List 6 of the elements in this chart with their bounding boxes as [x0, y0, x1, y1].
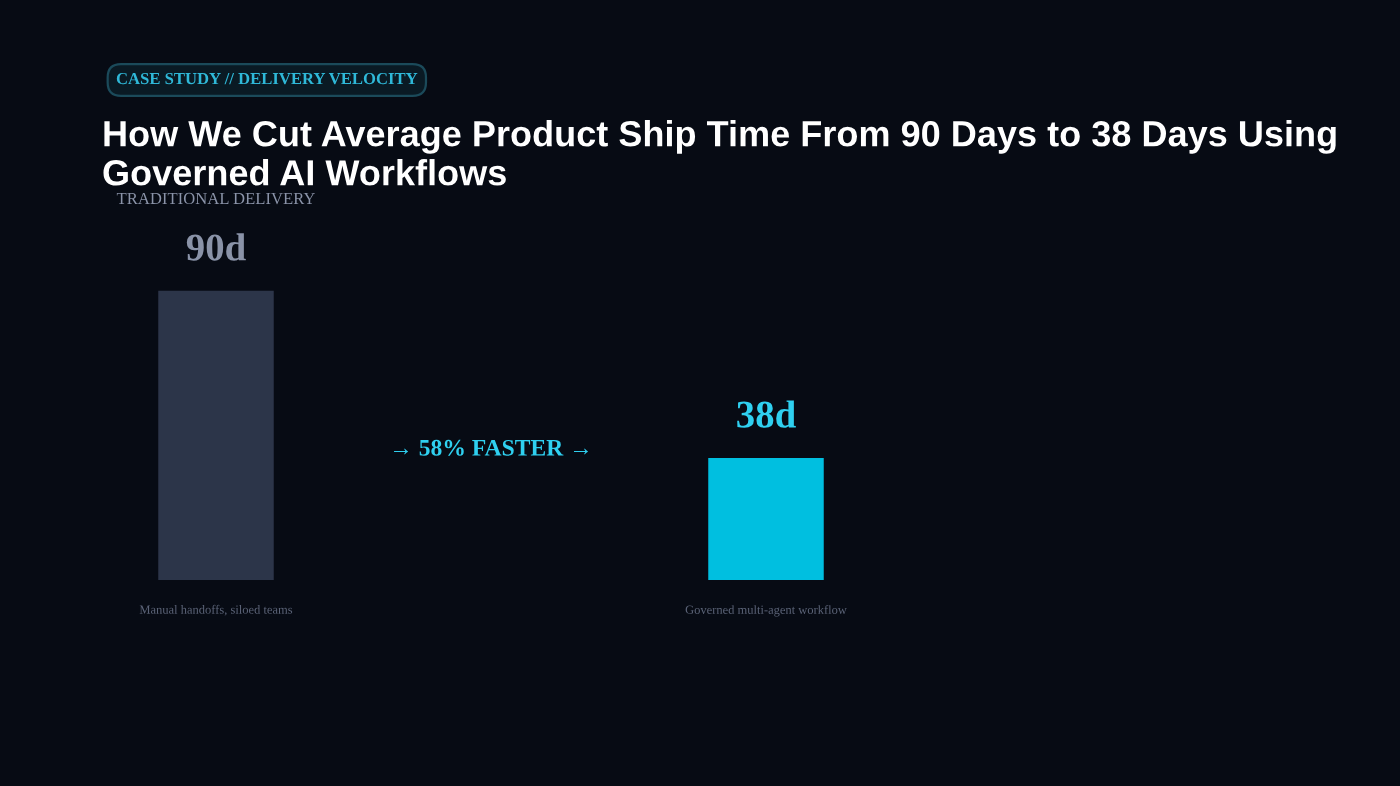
annotation: → 58% FASTER →	[394, 439, 588, 456]
chart-title: How We Cut Average Product Ship Time From 90 Days to 38 Days Using Governed AI Workflows	[103, 120, 1336, 186]
data-label: 90d	[186, 233, 246, 261]
data-label: 38d	[737, 400, 796, 428]
text: TRADITIONAL DELIVERY	[116, 192, 316, 205]
chart-subtitle: CASE STUDY // DELIVERY VELOCITY	[116, 72, 418, 85]
